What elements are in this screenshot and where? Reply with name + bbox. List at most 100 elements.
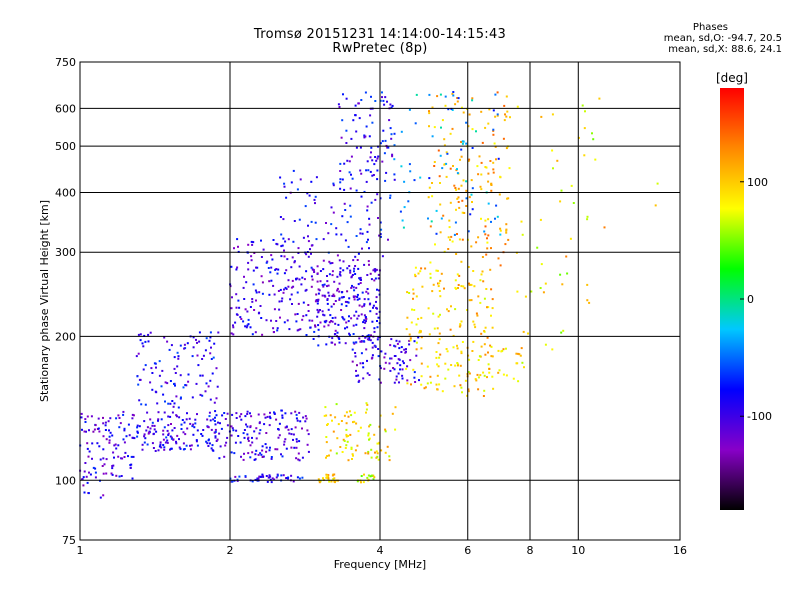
data-point (449, 328, 452, 331)
data-point (304, 205, 307, 208)
data-point (331, 270, 334, 273)
data-point (196, 444, 199, 447)
data-point (394, 406, 397, 409)
data-point (301, 427, 303, 430)
data-point (255, 266, 257, 269)
data-point (295, 438, 298, 441)
data-point (354, 114, 357, 117)
data-point (384, 179, 387, 182)
data-point (247, 261, 250, 264)
data-point (368, 438, 370, 441)
data-point (354, 295, 357, 298)
data-point (319, 321, 322, 324)
data-point (216, 438, 219, 441)
data-point (293, 446, 296, 449)
data-point (346, 440, 349, 443)
data-point (372, 306, 374, 309)
data-point (591, 132, 593, 135)
data-point (277, 290, 280, 292)
data-point (243, 452, 245, 455)
data-point (246, 324, 249, 327)
data-point (142, 368, 145, 371)
data-point (405, 348, 407, 351)
data-point (435, 209, 438, 212)
data-point (441, 167, 444, 170)
data-point (240, 455, 242, 458)
data-point (569, 237, 572, 240)
data-point (275, 320, 278, 322)
data-point (235, 313, 238, 316)
data-point (290, 433, 293, 436)
data-point (316, 272, 319, 275)
data-point (298, 265, 301, 268)
data-point (420, 336, 423, 339)
data-point (337, 336, 340, 339)
data-point (456, 344, 458, 347)
colorbar-tick-label: -100 (747, 410, 772, 423)
data-point (401, 360, 404, 363)
data-point (363, 298, 366, 301)
y-tick-label: 400 (55, 186, 76, 199)
data-point (305, 334, 308, 336)
data-point (471, 128, 474, 131)
data-point (400, 351, 403, 353)
data-point (389, 194, 392, 197)
data-point (325, 473, 328, 476)
data-point (209, 419, 212, 422)
data-point (235, 268, 238, 271)
data-point (316, 299, 319, 302)
data-point (351, 177, 354, 180)
data-point (258, 422, 261, 425)
data-point (439, 182, 441, 184)
grid-lines (80, 62, 680, 540)
data-point (223, 455, 226, 458)
data-point (483, 374, 486, 377)
data-point (199, 393, 202, 396)
data-point (159, 441, 162, 444)
data-point (367, 432, 370, 435)
data-point (307, 304, 310, 306)
data-point (319, 270, 322, 272)
data-point (522, 330, 525, 333)
data-point (458, 325, 461, 328)
data-point (362, 481, 365, 484)
data-point (449, 201, 452, 204)
data-point (332, 430, 335, 433)
data-point (185, 444, 188, 447)
data-point (162, 433, 165, 436)
data-point (356, 444, 359, 447)
data-point (435, 383, 438, 386)
data-point (346, 290, 349, 293)
data-point (180, 428, 183, 430)
data-point (290, 293, 293, 296)
data-point (454, 279, 457, 282)
data-point (370, 278, 373, 281)
data-point (339, 162, 342, 165)
data-point (400, 346, 403, 349)
data-point (328, 260, 331, 263)
data-point (352, 454, 354, 457)
data-point (530, 290, 533, 293)
data-point (380, 449, 383, 452)
data-point (472, 340, 475, 343)
data-point (162, 438, 165, 441)
data-point (295, 446, 298, 449)
data-point (293, 220, 296, 222)
data-point (277, 436, 280, 439)
data-point (415, 93, 418, 96)
data-point (327, 477, 330, 480)
data-point (523, 366, 525, 369)
data-point (460, 350, 463, 353)
data-point (332, 211, 335, 214)
data-point (594, 158, 597, 161)
data-point (366, 230, 369, 233)
data-point (350, 414, 353, 417)
data-point (488, 367, 491, 370)
data-point (389, 344, 392, 347)
data-point (215, 397, 218, 400)
data-point (327, 308, 330, 311)
data-point (171, 400, 174, 402)
data-point (477, 295, 480, 298)
data-point (288, 328, 291, 331)
